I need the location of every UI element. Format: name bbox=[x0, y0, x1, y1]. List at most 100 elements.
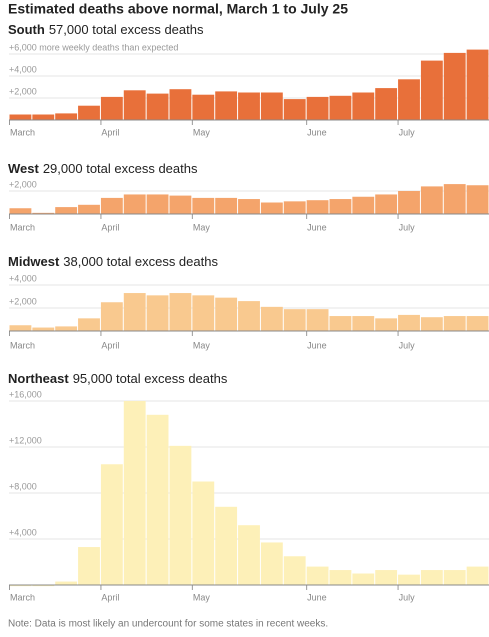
y-tick-label: +4,000 bbox=[9, 527, 37, 537]
bar bbox=[283, 99, 306, 120]
bar bbox=[466, 566, 489, 585]
bar bbox=[169, 293, 192, 331]
bar bbox=[306, 200, 329, 214]
bar bbox=[123, 194, 146, 214]
x-tick-label: April bbox=[101, 340, 119, 350]
bar bbox=[32, 585, 55, 587]
bar bbox=[398, 574, 420, 585]
panel-subtitle: 38,000 total excess deaths bbox=[63, 254, 218, 269]
bar bbox=[238, 92, 260, 120]
bar bbox=[238, 525, 260, 585]
bar bbox=[78, 204, 100, 214]
bar bbox=[215, 506, 238, 585]
x-tick-label: July bbox=[399, 340, 416, 350]
bar bbox=[9, 208, 32, 214]
region-name: West bbox=[8, 161, 39, 176]
bar bbox=[192, 197, 215, 214]
x-tick-label: June bbox=[307, 592, 327, 602]
bar bbox=[420, 60, 443, 120]
y-tick-label: +2,000 bbox=[9, 179, 37, 189]
bar bbox=[146, 295, 169, 331]
x-tick-label: March bbox=[10, 127, 35, 137]
y-tick-label: +12,000 bbox=[9, 435, 42, 445]
y-tick-label: +4,000 bbox=[9, 273, 37, 283]
bar bbox=[260, 92, 283, 120]
bar bbox=[192, 295, 215, 331]
bar bbox=[420, 570, 443, 585]
bar bbox=[398, 79, 420, 120]
panel-title: South 57,000 total excess deaths bbox=[8, 22, 204, 37]
bar bbox=[329, 199, 352, 214]
bar bbox=[238, 199, 260, 214]
bar bbox=[32, 212, 55, 214]
panel-title: West 29,000 total excess deaths bbox=[8, 161, 198, 176]
bar bbox=[260, 306, 283, 331]
bar bbox=[420, 186, 443, 214]
bar bbox=[375, 88, 398, 120]
bar bbox=[329, 316, 352, 331]
x-tick-label: May bbox=[193, 222, 211, 232]
panel-subtitle: 95,000 total excess deaths bbox=[73, 371, 228, 386]
bar bbox=[100, 96, 123, 120]
bar bbox=[375, 194, 398, 214]
bar bbox=[283, 201, 306, 214]
chart-title: Estimated deaths above normal, March 1 t… bbox=[8, 1, 348, 17]
bar bbox=[146, 93, 169, 120]
bar bbox=[420, 317, 443, 331]
x-tick-label: April bbox=[101, 222, 119, 232]
panel-subtitle: 57,000 total excess deaths bbox=[49, 22, 204, 37]
x-tick-label: July bbox=[399, 222, 416, 232]
bar bbox=[123, 401, 146, 585]
panel-title: Northeast 95,000 total excess deaths bbox=[8, 371, 228, 386]
bar bbox=[466, 316, 489, 331]
bar bbox=[352, 196, 375, 214]
x-tick-label: June bbox=[307, 340, 327, 350]
note: Note: Data is most likely an undercount … bbox=[8, 619, 328, 630]
bar bbox=[100, 197, 123, 214]
bar bbox=[192, 94, 215, 120]
x-tick-label: May bbox=[193, 592, 211, 602]
bar bbox=[146, 414, 169, 585]
region-name: Midwest bbox=[8, 254, 60, 269]
region-name: Northeast bbox=[8, 371, 69, 386]
bar bbox=[55, 207, 78, 214]
bar bbox=[55, 326, 78, 331]
x-tick-label: July bbox=[399, 592, 416, 602]
bar bbox=[100, 464, 123, 585]
bar bbox=[283, 556, 306, 585]
bar bbox=[55, 113, 78, 120]
x-tick-label: April bbox=[101, 127, 119, 137]
bar bbox=[169, 445, 192, 585]
bar bbox=[329, 570, 352, 585]
bar bbox=[169, 195, 192, 214]
bar bbox=[283, 309, 306, 331]
bar bbox=[375, 570, 398, 585]
region-name: South bbox=[8, 22, 45, 37]
bar bbox=[123, 90, 146, 120]
bar bbox=[260, 542, 283, 585]
x-tick-label: May bbox=[193, 340, 211, 350]
bar bbox=[78, 318, 100, 331]
bar bbox=[306, 309, 329, 331]
bar bbox=[78, 105, 100, 120]
bar bbox=[375, 318, 398, 331]
bar bbox=[329, 95, 352, 120]
bar bbox=[9, 585, 32, 587]
bar bbox=[443, 570, 466, 585]
bar bbox=[352, 573, 375, 585]
bar bbox=[215, 197, 238, 214]
y-tick-label: +16,000 bbox=[9, 389, 42, 399]
y-tick-label: +2,000 bbox=[9, 296, 37, 306]
bar bbox=[78, 547, 100, 585]
bar bbox=[169, 89, 192, 120]
bar bbox=[32, 327, 55, 331]
y-tick-label: +6,000 more weekly deaths than expected bbox=[9, 42, 178, 52]
bar bbox=[100, 302, 123, 331]
bar bbox=[352, 92, 375, 120]
x-tick-label: March bbox=[10, 340, 35, 350]
y-tick-label: +4,000 bbox=[9, 64, 37, 74]
bar bbox=[260, 202, 283, 214]
x-tick-label: June bbox=[307, 222, 327, 232]
panel-subtitle: 29,000 total excess deaths bbox=[43, 161, 198, 176]
